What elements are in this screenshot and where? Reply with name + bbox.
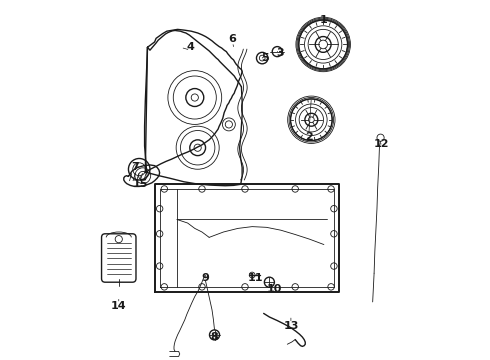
- Text: 6: 6: [228, 35, 236, 44]
- Circle shape: [249, 272, 255, 278]
- Text: 4: 4: [187, 42, 195, 52]
- Text: 11: 11: [248, 273, 264, 283]
- Text: 13: 13: [283, 321, 298, 331]
- Text: 1: 1: [320, 15, 328, 26]
- Text: 10: 10: [267, 284, 282, 294]
- Text: 15: 15: [133, 179, 148, 189]
- Text: 5: 5: [261, 53, 269, 63]
- Text: 3: 3: [276, 48, 284, 58]
- Text: 7: 7: [132, 162, 140, 172]
- Text: 9: 9: [201, 273, 210, 283]
- Text: 2: 2: [305, 132, 313, 142]
- Text: 14: 14: [111, 301, 126, 311]
- Text: 8: 8: [211, 332, 219, 342]
- Text: 12: 12: [373, 139, 389, 149]
